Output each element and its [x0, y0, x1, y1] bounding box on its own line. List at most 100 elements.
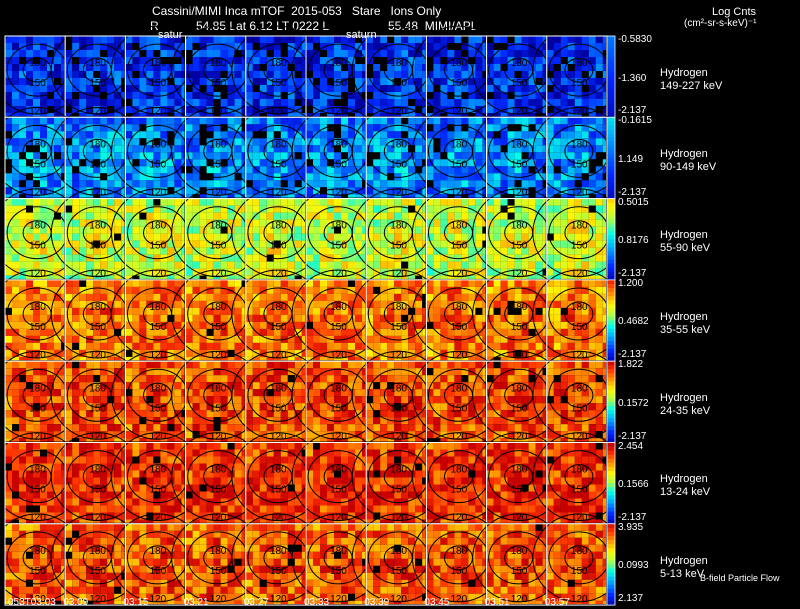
panel-overlay-label: saturn: [346, 29, 377, 41]
colorbar-segment: [607, 580, 615, 586]
colorbar-segment: [607, 97, 615, 102]
panel: 180 150 120: [412, 513, 505, 606]
row-label: Hydrogen 55-90 keV: [660, 229, 710, 255]
colorbar-segment: [607, 560, 615, 565]
panel: 180 150 120: [171, 350, 265, 444]
colorbar-segment: [607, 527, 615, 533]
ring-label: 180: [29, 221, 46, 232]
panel: 180 150 120: [231, 25, 325, 118]
colorbar-mid: -1.360: [618, 72, 647, 84]
colorbar-segment: [607, 210, 615, 216]
panel: 180 150 120: [0, 106, 84, 200]
colorbar-segment: [607, 556, 615, 561]
ring-label: 120: [451, 106, 468, 117]
ring-label: 120: [150, 106, 167, 117]
colorbar-segment: [607, 247, 615, 252]
time-tick-label: 03:27: [243, 597, 269, 608]
ring-label: 150: [390, 322, 407, 333]
ring-label: 150: [210, 403, 227, 414]
colorbar-segment: [607, 44, 615, 49]
ring-label: 180: [451, 546, 468, 557]
ring-label: 180: [270, 383, 287, 394]
ring-label: 150: [511, 485, 528, 496]
ring-label: 180: [210, 302, 227, 313]
ring-label: 180: [571, 465, 588, 476]
time-tick-label: 03:57: [544, 597, 570, 608]
panel: 180 150 120: [412, 106, 505, 200]
ring-label: 120: [29, 350, 46, 361]
ring-label: 180: [210, 546, 227, 557]
ring-label: 120: [89, 431, 106, 442]
colorbar-segment: [607, 48, 615, 53]
ring-label: 120: [451, 350, 468, 361]
ring-label: 150: [270, 241, 287, 252]
ring-label: 120: [89, 513, 106, 524]
ring-label: 120: [150, 594, 167, 605]
ring-label: 150: [89, 322, 106, 333]
colorbar-min: -2.137: [618, 349, 647, 361]
ring-label: 150: [511, 403, 528, 414]
colorbar-segment: [607, 511, 615, 517]
ring-label: 120: [150, 431, 167, 442]
colorbar-segment: [607, 320, 615, 326]
ring-label: 180: [451, 465, 468, 476]
colorbar-segment: [607, 434, 615, 439]
colorbar-segment: [607, 446, 615, 452]
colorbar-segment: [607, 601, 615, 606]
ring-label: 180: [451, 383, 468, 394]
colorbar-segment: [607, 377, 615, 383]
colorbar-segment: [607, 40, 615, 45]
ring-label: 180: [390, 546, 407, 557]
colorbar-segment: [607, 88, 615, 94]
contour-ring: [564, 138, 594, 164]
colorbar-segment: [607, 483, 615, 488]
panel: 180 150 120: [171, 269, 265, 362]
units-title: Log Cnts: [712, 6, 757, 18]
colorbar-segment: [607, 271, 615, 277]
colorbar-segment: [607, 597, 615, 602]
ring-label: 120: [89, 269, 106, 280]
row-species: Hydrogen: [660, 554, 708, 567]
ring-label: 150: [150, 159, 167, 170]
row-label: Hydrogen 13-24 keV: [660, 473, 710, 499]
colorbar-segment: [607, 174, 615, 179]
ring-label: 120: [330, 187, 347, 198]
ring-label: 180: [89, 465, 106, 476]
row-species: Hydrogen: [660, 473, 708, 486]
colorbar-segment: [607, 198, 615, 204]
panel: 180 150 120: [532, 513, 626, 606]
colorbar-segment: [607, 361, 615, 366]
colorbar-segment: [607, 584, 615, 590]
ring-label: 150: [571, 566, 588, 577]
colorbar-segment: [607, 121, 615, 126]
ring-label: 180: [451, 58, 468, 69]
ring-label: 180: [390, 221, 407, 232]
colorbar-segment: [607, 227, 615, 232]
colorbar-segment: [607, 592, 615, 598]
ring-label: 180: [210, 58, 227, 69]
ring-label: 180: [89, 139, 106, 150]
panel: 180 150 120: [472, 269, 566, 362]
ring-label: 150: [210, 159, 227, 170]
panel: 180 150 120: [351, 106, 445, 200]
ring-label: 180: [571, 383, 588, 394]
ring-label: 180: [270, 58, 287, 69]
colorbar-segment: [607, 279, 615, 285]
ring-label: 150: [29, 159, 46, 170]
ring-label: 150: [330, 403, 347, 414]
colorbar-segment: [607, 389, 615, 395]
ring-label: 120: [451, 187, 468, 198]
colorbar-segment: [607, 312, 615, 317]
colorbar-segment: [607, 182, 615, 187]
ring-label: 120: [210, 350, 227, 361]
row-label: Hydrogen 149-227 keV: [660, 67, 722, 93]
panel: 180 150 120: [231, 269, 325, 362]
row-species: Hydrogen: [660, 310, 708, 323]
ring-label: 150: [270, 159, 287, 170]
colorbar-segment: [607, 166, 615, 171]
colorbar-segment: [607, 117, 615, 122]
ring-label: 150: [451, 566, 468, 577]
colorbar-segment: [607, 267, 615, 273]
ring-label: 150: [511, 566, 528, 577]
